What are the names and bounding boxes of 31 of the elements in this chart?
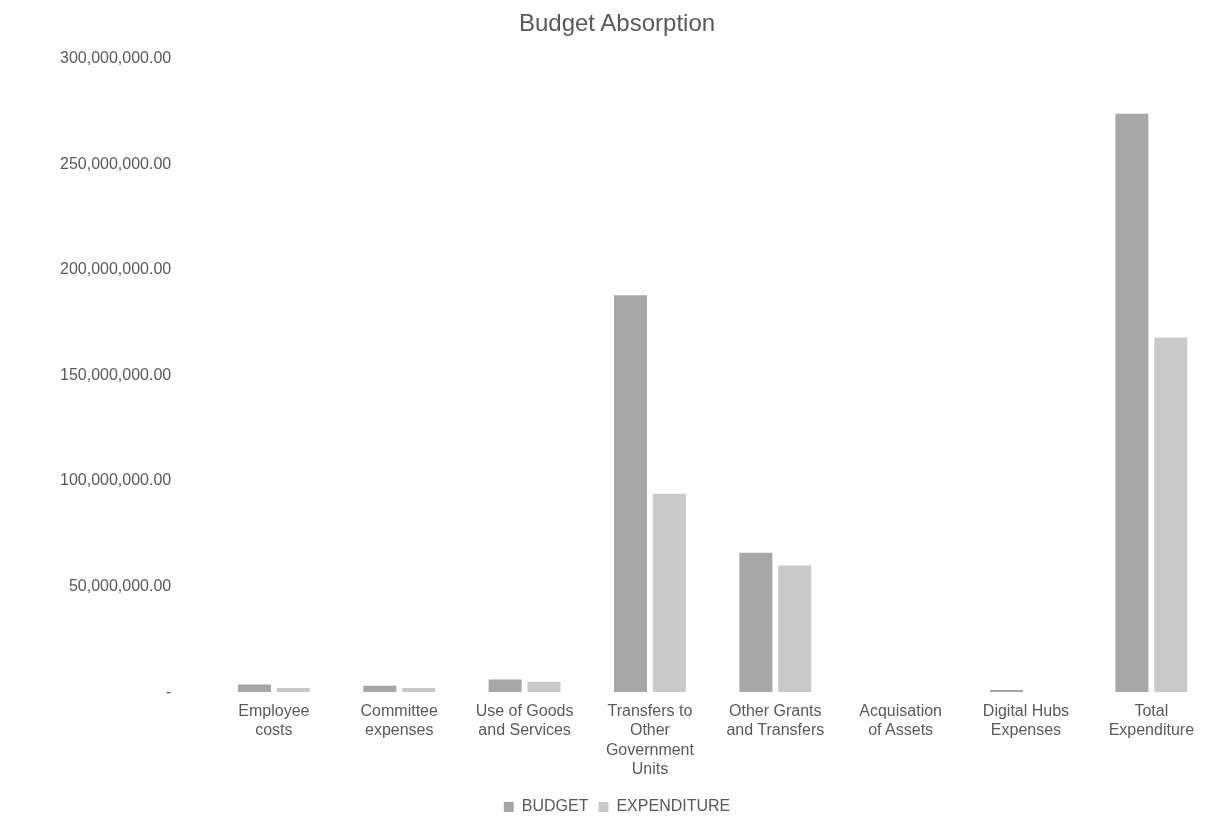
bar: [990, 690, 1024, 693]
bar: [527, 681, 561, 693]
chart-title: Budget Absorption: [518, 9, 716, 37]
x-tick-label: Employee costs: [238, 702, 310, 739]
y-tick-label: 300,000,000.00: [60, 49, 172, 67]
y-tick-label: 50,000,000.00: [68, 577, 172, 595]
bar: [652, 493, 686, 693]
bar: [1115, 113, 1149, 693]
bar: [778, 565, 812, 693]
x-tick-label: Digital Hubs Expenses: [982, 702, 1070, 739]
bar: [276, 687, 310, 693]
bar: [739, 552, 773, 693]
y-tick-label: 100,000,000.00: [60, 471, 172, 489]
bar: [1154, 337, 1188, 693]
legend-label: EXPENDITURE: [616, 797, 731, 815]
bar: [363, 685, 397, 693]
y-tick-label: 200,000,000.00: [60, 260, 172, 278]
x-tick-label: Other Grants and Transfers: [726, 702, 825, 739]
legend-label: BUDGET: [521, 797, 589, 815]
bar: [402, 687, 436, 693]
y-tick-label: 150,000,000.00: [60, 365, 172, 383]
bar: [488, 679, 522, 693]
x-tick-label: Committee expenses: [360, 702, 439, 739]
x-tick-label: Transfers to Other Government Units: [605, 702, 695, 777]
bar: [237, 684, 271, 693]
x-tick-label: Use of Goods and Services: [475, 702, 574, 739]
bar: [613, 295, 648, 693]
y-tick-label: 250,000,000.00: [60, 154, 172, 172]
x-tick-label: Acquisation of Assets: [859, 702, 942, 739]
x-tick-label: Total Expenditure: [1108, 702, 1195, 739]
y-tick-label: -: [165, 682, 172, 700]
